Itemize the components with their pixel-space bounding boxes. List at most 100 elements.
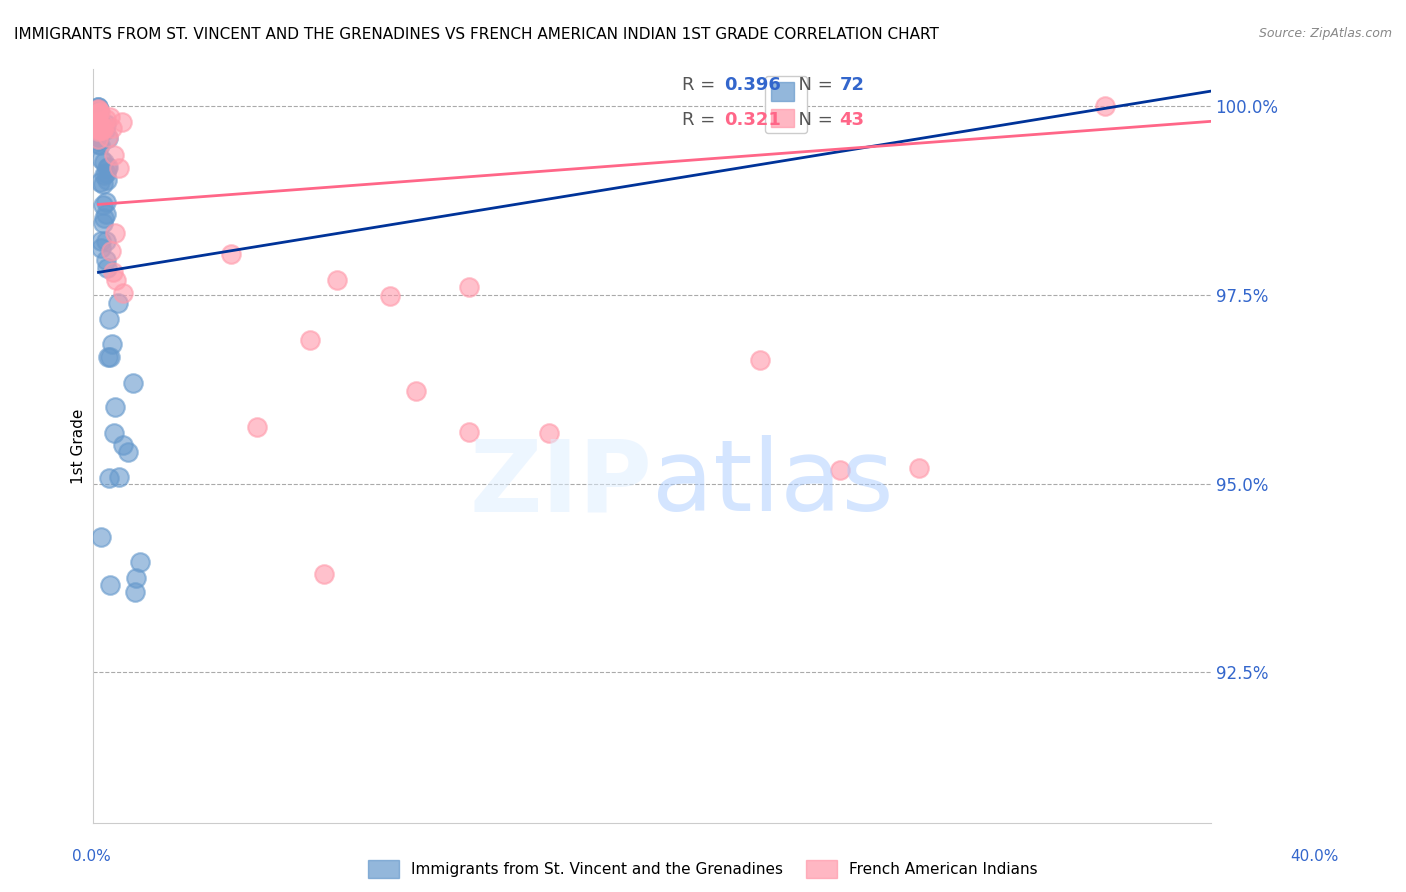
Point (405, 384, 427, 398)
Point (90, 234, 112, 248)
Point (94, 117, 117, 131)
Point (91, 121, 114, 136)
Point (94, 207, 117, 221)
Point (91, 177, 114, 191)
Point (96, 261, 118, 276)
Point (96, 112, 118, 126)
Point (87, 136, 110, 151)
Point (89, 112, 111, 126)
Point (87, 108, 110, 122)
Point (458, 280, 481, 294)
Point (246, 419, 269, 434)
Point (98, 350, 121, 364)
Point (124, 584, 146, 599)
Point (100, 244, 122, 258)
Point (104, 400, 127, 414)
Point (107, 296, 129, 310)
Point (87, 106, 110, 120)
Point (87, 115, 110, 129)
Point (108, 470, 131, 484)
Point (128, 555, 150, 569)
Point (87, 119, 110, 133)
Point (89, 175, 111, 189)
Text: Source: ZipAtlas.com: Source: ZipAtlas.com (1258, 27, 1392, 40)
Text: IMMIGRANTS FROM ST. VINCENT AND THE GRENADINES VS FRENCH AMERICAN INDIAN 1ST GRA: IMMIGRANTS FROM ST. VINCENT AND THE GREN… (14, 27, 939, 42)
Point (122, 376, 145, 390)
Point (87, 103, 110, 118)
Point (87, 118, 110, 132)
Point (87, 121, 110, 136)
Point (93, 168, 115, 182)
Point (94, 252, 117, 267)
Point (87, 107, 110, 121)
Point (103, 148, 125, 162)
Point (97, 471, 120, 485)
Point (98, 311, 121, 326)
Point (97, 129, 120, 144)
Point (87, 133, 110, 147)
Point (117, 445, 139, 459)
Point (93, 211, 115, 226)
Point (94, 234, 117, 248)
Point (87, 122, 110, 136)
Point (87, 113, 110, 128)
Point (219, 246, 242, 260)
Point (111, 438, 134, 452)
Point (103, 426, 125, 441)
Point (87, 132, 110, 146)
Point (93, 120, 115, 135)
Point (87, 121, 110, 136)
Point (89, 121, 111, 136)
Point (537, 425, 560, 440)
Point (908, 461, 931, 475)
Point (87, 132, 110, 146)
Text: 0.0%: 0.0% (72, 849, 111, 863)
Point (97, 351, 120, 365)
Point (87, 120, 110, 135)
Text: 72: 72 (839, 76, 865, 94)
Point (97, 160, 120, 174)
Point (89, 105, 111, 120)
Point (101, 337, 124, 351)
Point (87, 100, 110, 114)
Point (90, 241, 112, 255)
Point (326, 273, 349, 287)
Point (97, 130, 120, 145)
Point (91, 198, 114, 212)
Point (87, 112, 110, 126)
Point (87, 118, 110, 132)
Point (312, 567, 335, 582)
Point (105, 273, 128, 287)
Point (87, 122, 110, 136)
Point (87, 109, 110, 123)
Point (89, 152, 111, 166)
Point (87, 128, 110, 143)
Point (107, 161, 129, 175)
Point (87, 127, 110, 141)
Legend: Immigrants from St. Vincent and the Grenadines, French American Indians: Immigrants from St. Vincent and the Gren… (363, 854, 1043, 884)
Point (90, 123, 112, 137)
Point (103, 265, 125, 279)
Point (87, 134, 110, 148)
Point (87, 102, 110, 116)
Text: N =: N = (787, 76, 839, 94)
Text: ZIP: ZIP (470, 435, 652, 533)
Point (89, 115, 111, 129)
Point (91, 215, 114, 229)
Point (94, 195, 117, 210)
Point (104, 227, 127, 241)
Point (87, 128, 110, 142)
Point (87, 108, 110, 122)
Point (91, 121, 114, 136)
Point (98, 110, 121, 124)
Text: 0.396: 0.396 (724, 76, 780, 94)
Point (87, 119, 110, 133)
Point (87, 123, 110, 137)
Point (111, 115, 134, 129)
Point (87, 122, 110, 136)
Point (93, 123, 115, 137)
Point (299, 333, 322, 347)
Text: 0.321: 0.321 (724, 112, 780, 129)
Point (96, 173, 118, 187)
Point (89, 103, 111, 118)
